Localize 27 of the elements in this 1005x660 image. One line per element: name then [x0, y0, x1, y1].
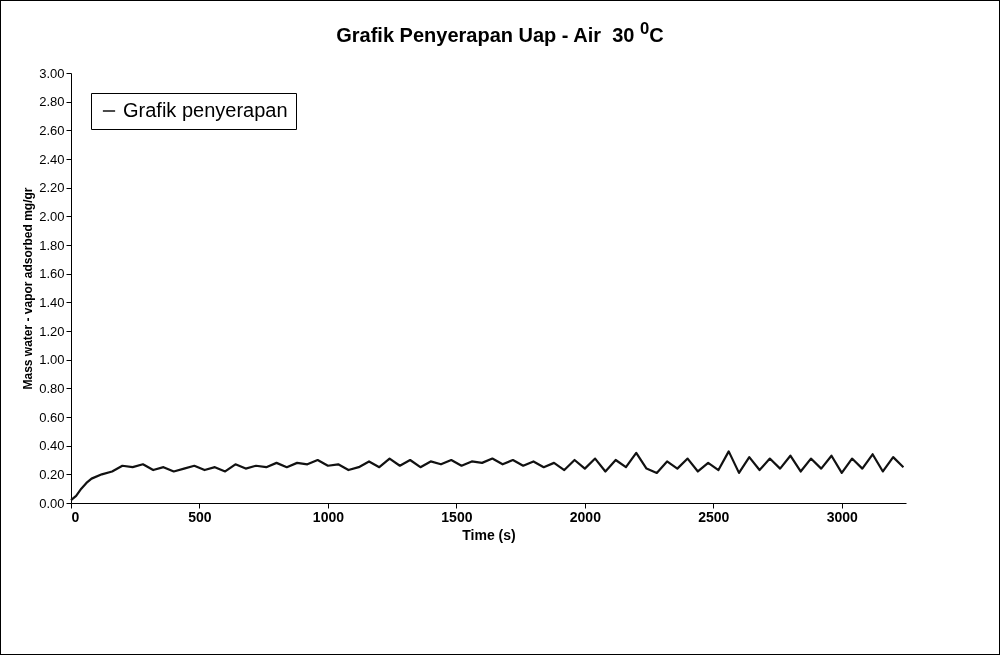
y-tick-label: 0.80	[39, 380, 65, 396]
y-tick-label: 1.20	[39, 323, 65, 339]
y-tick-label: 2.20	[39, 179, 65, 195]
x-tick-label: 3000	[826, 508, 859, 525]
x-tick-label: 2500	[698, 508, 730, 525]
y-tick-label: 2.60	[39, 122, 65, 138]
y-tick-label: 0.20	[39, 466, 65, 482]
chart-title: Grafik Penyerapan Uap - Air 30 $^{0}$C	[335, 18, 665, 47]
y-tick-label: 1.80	[39, 237, 65, 253]
x-axis-title: Time (s)	[462, 526, 516, 543]
y-tick-label: 0.40	[39, 437, 65, 453]
x-tick-label: 0	[71, 508, 80, 525]
y-tick-label: 1.40	[39, 294, 65, 310]
x-tick-label: 500	[188, 508, 212, 525]
y-tick-label: 1.60	[39, 265, 65, 281]
y-tick-label: 3.00	[39, 65, 65, 81]
y-tick-label: 2.40	[39, 151, 65, 167]
y-tick-label: 2.00	[39, 208, 65, 224]
y-tick-label: 0.60	[39, 409, 65, 425]
x-tick-label: 2000	[569, 508, 602, 525]
y-tick-label: 0.00	[39, 495, 65, 511]
y-axis-title: Mass water - vapor adsorbed mg/gr	[21, 186, 36, 390]
legend-label: Grafik penyerapan	[123, 98, 288, 121]
x-tick-label: 1500	[441, 508, 473, 525]
y-tick-label: 1.00	[39, 351, 65, 367]
x-tick-label: 1000	[312, 508, 345, 525]
y-tick-label: 2.80	[39, 93, 65, 109]
